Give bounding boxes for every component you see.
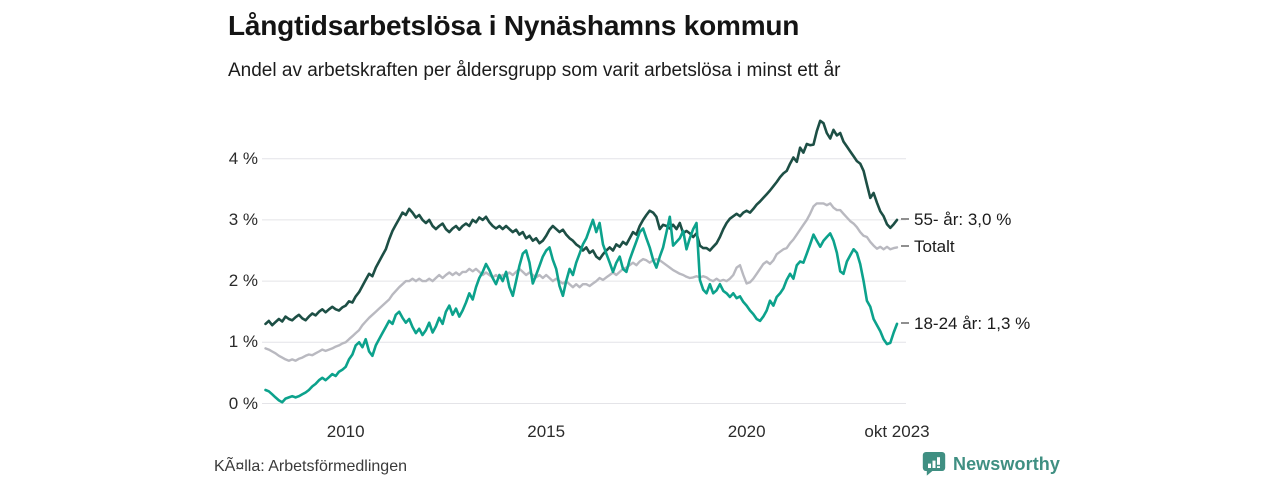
newsworthy-bubble-chart-icon (922, 452, 946, 476)
x-axis-tick-label: 2015 (527, 422, 566, 441)
y-axis-tick-label: 1 % (228, 332, 258, 352)
y-axis-tick-label: 2 % (228, 271, 258, 291)
x-axis-tick-label: okt 2023 (864, 422, 930, 441)
newsworthy-logo: Newsworthy (922, 451, 1060, 477)
page-subtitle: Andel av arbetskraften per åldersgrupp s… (228, 60, 841, 81)
source-note: KÃ¤lla: Arbetsförmedlingen (214, 458, 407, 475)
x-axis-tick-label: 2020 (727, 422, 766, 441)
y-axis-tick-label: 3 % (228, 209, 258, 229)
series-line-Totalt (264, 202, 899, 362)
series-end-label-totalt: Totalt (901, 235, 955, 258)
series-end-label-18-24: 18-24 år: 1,3 % (901, 312, 1030, 335)
y-axis-tick-label: 0 % (228, 393, 258, 413)
series-line-55-r (264, 119, 899, 327)
newsworthy-wordmark: Newsworthy (952, 453, 1060, 474)
x-axis-tick-label: 2010 (326, 422, 365, 441)
y-axis-tick-label: 4 % (228, 148, 258, 168)
page-title: Långtidsarbetslösa i Nynäshamns kommun (228, 10, 800, 41)
series-end-label-55plus: 55- år: 3,0 % (901, 208, 1011, 231)
series-line-18-24-r (264, 215, 899, 404)
